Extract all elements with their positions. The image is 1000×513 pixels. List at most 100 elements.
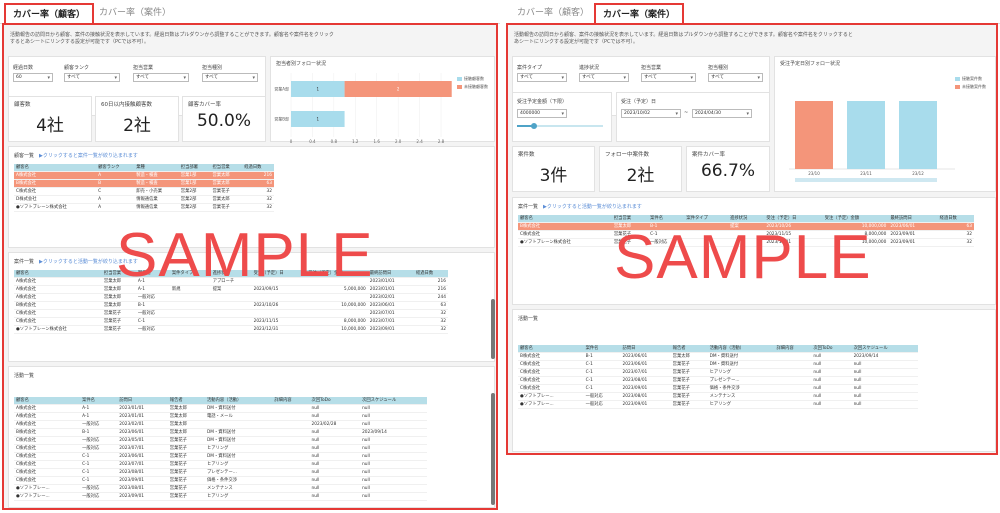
rep-type-select[interactable]: すべて xyxy=(708,73,763,82)
table-cell[interactable]: B株式会社 xyxy=(14,179,97,188)
table-cell[interactable]: A株式会社 xyxy=(14,171,97,180)
column-header[interactable]: 顧客名 xyxy=(518,345,584,353)
deal-type-select[interactable]: すべて xyxy=(517,73,567,82)
sales-rep-select[interactable]: すべて xyxy=(133,73,189,82)
column-header[interactable]: 担当営業 xyxy=(611,215,649,223)
column-header[interactable]: 次回スケジュール xyxy=(360,397,427,405)
filter-label-sales-rep: 担当営業 xyxy=(641,65,662,71)
column-header[interactable]: 進捗状況 xyxy=(728,215,765,223)
table-cell[interactable]: C株式会社 xyxy=(14,317,102,326)
column-header[interactable]: 詳細内容 xyxy=(272,397,310,405)
table-cell[interactable]: A株式会社 xyxy=(14,285,102,294)
column-header[interactable]: 最終訪問日 xyxy=(367,270,414,278)
column-header[interactable]: 経過日数 xyxy=(242,164,274,172)
table-row[interactable]: B株式会社 営業太郎 B-1 提案 2023/10/26 10,000,000 2023/0… xyxy=(518,222,974,231)
column-header[interactable]: 次回ToDo xyxy=(811,345,852,353)
activity-list-scrollbar[interactable] xyxy=(491,393,495,505)
column-header[interactable]: 経過日数 xyxy=(413,270,448,278)
tab-deal-coverage[interactable]: カバー率（案件） xyxy=(99,8,172,18)
customer-rank-select[interactable]: すべて xyxy=(64,73,120,82)
table-cell: 2023/09/01 xyxy=(367,325,414,334)
column-header[interactable]: 次回ToDo xyxy=(309,397,361,405)
column-header[interactable]: 案件名 xyxy=(135,270,170,278)
table-row[interactable]: A株式会社 営業太郎 A-1 アプローチ 2023/01/01 216 xyxy=(14,277,448,286)
table-row[interactable]: ●ソフトブレーン株式会社 A 情報通信業 営業2部 営業花子 32 xyxy=(14,203,274,212)
table-cell: 営業太郎 xyxy=(101,293,136,302)
kpi-card-contacted: 60日以内接触顧客数 2社 xyxy=(95,96,179,142)
amount-slider-handle[interactable] xyxy=(531,123,538,129)
column-header[interactable]: 担当部署 xyxy=(178,164,211,172)
table-cell: ヒアリング xyxy=(204,492,273,501)
y-category-label: 営業B部 xyxy=(274,116,289,122)
column-header[interactable]: 訪問日 xyxy=(620,345,671,353)
deal-list-scrollbar[interactable] xyxy=(491,299,495,359)
table-row[interactable]: ●ソフトブレーン株式会社 営業花子 一般対応 2023/12/31 10,000,000… xyxy=(14,325,448,334)
elapsed-days-select[interactable]: 60 xyxy=(13,73,53,82)
column-header[interactable]: 受注（予定）日 xyxy=(251,270,307,278)
table-row[interactable]: B株式会社 営業太郎 B-1 2023/10/26 10,000,000 2023/06/… xyxy=(14,301,448,310)
column-header[interactable]: 案件名 xyxy=(583,345,621,353)
table-cell[interactable]: C株式会社 xyxy=(14,187,97,196)
column-header[interactable]: 担当営業 xyxy=(101,270,136,278)
column-header[interactable]: 案件名 xyxy=(80,397,118,405)
table-row[interactable]: C株式会社 営業花子 C-1 2023/11/15 8,000,000 2023/09/0… xyxy=(518,230,974,239)
table-cell xyxy=(272,412,310,421)
table-cell[interactable]: C株式会社 xyxy=(518,230,612,239)
sales-rep-select[interactable]: すべて xyxy=(641,73,696,82)
column-header[interactable]: 業種 xyxy=(134,164,179,172)
column-header[interactable]: 受注（予定）日 xyxy=(764,215,823,223)
table-cell[interactable]: ●ソフトブレーン株式会社 xyxy=(518,238,612,247)
date-from-input[interactable]: 2023/10/02 xyxy=(621,109,681,118)
table-row[interactable]: A株式会社 営業太郎 A-1 新規 提案 2023/09/15 5,000,000 2023/… xyxy=(14,285,448,294)
table-row[interactable]: D株式会社 A 情報通信業 営業2部 営業太郎 32 xyxy=(14,195,274,204)
column-header[interactable]: 顧客名 xyxy=(14,164,97,172)
column-header[interactable]: 活動内容（活動） xyxy=(204,397,273,405)
table-row[interactable]: C株式会社 営業花子 一般対応 2023/07/01 32 xyxy=(14,309,448,318)
table-row[interactable]: C株式会社 C 卸売・小売業 営業2部 営業花子 32 xyxy=(14,187,274,196)
column-header[interactable]: 受注（予定）金額 xyxy=(306,270,368,278)
column-header[interactable]: 受注（予定）金額 xyxy=(822,215,889,223)
column-header[interactable]: 活動内容（活動） xyxy=(707,345,775,353)
column-header[interactable]: 顧客ランク xyxy=(96,164,135,172)
column-header[interactable]: 詳細内容 xyxy=(774,345,812,353)
column-header[interactable]: 経過日数 xyxy=(937,215,974,223)
table-cell: 2023/02/01 xyxy=(367,293,414,302)
table-cell[interactable]: D株式会社 xyxy=(14,195,97,204)
amount-slider-track[interactable] xyxy=(517,123,603,129)
column-header[interactable]: 案件タイプ xyxy=(684,215,729,223)
table-cell[interactable]: B株式会社 xyxy=(14,301,102,310)
tab-customer-coverage[interactable]: カバー率（顧客） xyxy=(4,3,95,25)
table-cell[interactable]: B株式会社 xyxy=(518,222,612,231)
table-cell[interactable]: A株式会社 xyxy=(14,293,102,302)
table-row[interactable]: A株式会社 営業太郎 一般対応 2023/02/01 244 xyxy=(14,293,448,302)
amount-input[interactable]: 4000000 xyxy=(517,109,567,118)
tab-deal-coverage[interactable]: カバー率（案件） xyxy=(594,3,685,25)
table-cell[interactable]: ●ソフトブレーン株式会社 xyxy=(14,203,97,212)
table-cell: 価格・条件交渉 xyxy=(204,476,273,485)
column-header[interactable]: 案件タイプ xyxy=(169,270,211,278)
column-header[interactable]: 最終訪問日 xyxy=(888,215,938,223)
column-header[interactable]: 進捗状況 xyxy=(210,270,252,278)
table-row[interactable]: C株式会社 営業花子 C-1 2023/11/15 8,000,000 2023/07/0… xyxy=(14,317,448,326)
column-header[interactable]: 顧客名 xyxy=(518,215,612,223)
table-row[interactable]: ●ソフトブレーン株式会社 営業花子 一般対応 2023/12/31 10,000,000… xyxy=(518,238,974,247)
sample-watermark: SAMPLE xyxy=(116,221,374,290)
column-header[interactable]: 担当営業 xyxy=(210,164,243,172)
column-header[interactable]: 次回スケジュール xyxy=(851,345,918,353)
rep-type-select[interactable]: すべて xyxy=(202,73,258,82)
table-row[interactable]: A株式会社 A 製造・検査 営業1部 営業太郎 216 xyxy=(14,171,274,180)
table-cell: C-1 xyxy=(583,360,621,369)
table-cell[interactable]: A株式会社 xyxy=(14,277,102,286)
column-header[interactable]: 報告者 xyxy=(670,345,708,353)
table-cell[interactable]: C株式会社 xyxy=(14,309,102,318)
column-header[interactable]: 顧客名 xyxy=(14,270,102,278)
table-row[interactable]: B株式会社 B 製造・検査 営業1部 営業太郎 63 xyxy=(14,179,274,188)
column-header[interactable]: 報告者 xyxy=(167,397,205,405)
column-header[interactable]: 顧客名 xyxy=(14,397,81,405)
tab-customer-coverage[interactable]: カバー率（顧客） xyxy=(517,8,590,18)
date-to-input[interactable]: 2024/04/30 xyxy=(692,109,752,118)
column-header[interactable]: 案件名 xyxy=(648,215,685,223)
progress-select[interactable]: すべて xyxy=(579,73,629,82)
column-header[interactable]: 訪問日 xyxy=(117,397,168,405)
table-cell[interactable]: ●ソフトブレーン株式会社 xyxy=(14,325,102,334)
